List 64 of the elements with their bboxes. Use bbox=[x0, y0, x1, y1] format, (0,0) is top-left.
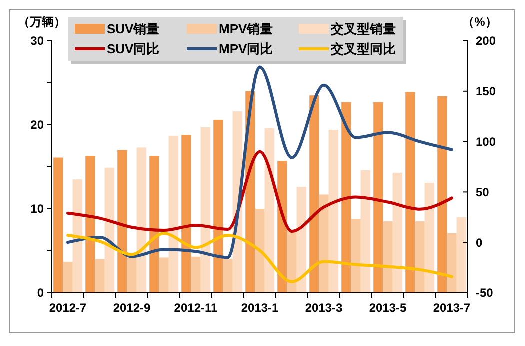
bar bbox=[319, 194, 329, 293]
y2-tick-label: 0 bbox=[476, 236, 483, 250]
bar bbox=[351, 219, 361, 293]
y-tick-label: 30 bbox=[30, 34, 44, 48]
y-axis-title: （万辆） bbox=[18, 15, 66, 29]
bar bbox=[54, 158, 64, 293]
legend-label: MPV销量 bbox=[219, 22, 274, 37]
bar bbox=[136, 148, 146, 293]
y-tick-label: 10 bbox=[30, 202, 44, 216]
bar bbox=[200, 128, 210, 293]
bar bbox=[374, 102, 384, 293]
bar bbox=[406, 92, 416, 293]
bar bbox=[360, 170, 370, 293]
bar bbox=[264, 128, 274, 293]
line-series bbox=[66, 150, 454, 234]
y2-tick-label: 100 bbox=[476, 135, 496, 149]
x-tick-label: 2013-1 bbox=[241, 301, 280, 315]
bar bbox=[191, 256, 201, 293]
x-tick-label: 2012-7 bbox=[49, 301, 88, 315]
x-tick-label: 2012-11 bbox=[174, 301, 218, 315]
bar bbox=[255, 209, 265, 293]
bar bbox=[310, 96, 320, 293]
bar bbox=[214, 120, 224, 293]
bar bbox=[86, 156, 96, 293]
y2-axis-title: （%） bbox=[462, 15, 498, 29]
bar bbox=[72, 180, 82, 293]
bar bbox=[383, 222, 393, 293]
bar bbox=[168, 136, 178, 293]
bar bbox=[63, 262, 73, 293]
x-tick-label: 2012-9 bbox=[113, 301, 152, 315]
bar bbox=[104, 168, 114, 293]
bar bbox=[182, 135, 192, 293]
x-tick-label: 2013-5 bbox=[369, 301, 408, 315]
bar bbox=[438, 96, 448, 293]
bar bbox=[392, 172, 402, 293]
bar bbox=[287, 230, 297, 293]
bar bbox=[127, 258, 137, 293]
bar bbox=[95, 259, 105, 293]
bar bbox=[456, 217, 466, 293]
line-series bbox=[66, 66, 454, 260]
legend-label: SUV同比 bbox=[107, 42, 160, 57]
y2-tick-label: 50 bbox=[476, 185, 490, 200]
line-series bbox=[66, 232, 454, 284]
bar bbox=[424, 182, 434, 293]
bar bbox=[150, 156, 160, 293]
x-tick-label: 2013-7 bbox=[433, 301, 472, 315]
bar bbox=[447, 233, 457, 293]
legend-label: 交叉型销量 bbox=[330, 22, 396, 37]
y-tick-label: 0 bbox=[37, 286, 44, 300]
y2-tick-label: 150 bbox=[476, 84, 496, 99]
bar bbox=[342, 102, 352, 293]
legend-label: SUV销量 bbox=[107, 22, 160, 37]
bar bbox=[118, 150, 128, 293]
legend-label: 交叉型同比 bbox=[330, 42, 396, 57]
y2-tick-label: -50 bbox=[476, 286, 494, 300]
bar bbox=[328, 130, 338, 293]
bar bbox=[223, 259, 233, 293]
bar bbox=[415, 222, 425, 293]
y2-tick-label: 200 bbox=[476, 34, 496, 48]
x-tick-label: 2013-3 bbox=[305, 301, 344, 315]
legend-label: MPV同比 bbox=[219, 42, 274, 57]
bar bbox=[159, 258, 169, 293]
bar bbox=[296, 187, 306, 293]
y-tick-label: 20 bbox=[30, 118, 44, 132]
